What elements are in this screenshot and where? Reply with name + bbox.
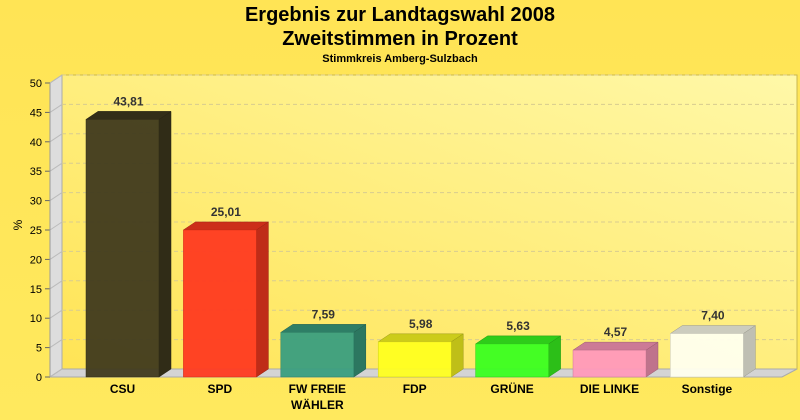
bar-top xyxy=(85,111,172,120)
data-label: 43,81 xyxy=(113,94,143,108)
x-tick-label: SPD xyxy=(208,382,233,396)
bar-die-linke: 4,57 DIE LINKE xyxy=(572,325,659,396)
bar-top xyxy=(669,325,757,334)
bar-front xyxy=(183,229,257,378)
x-tick-label: Sonstige xyxy=(682,382,733,396)
bar-side xyxy=(353,323,367,378)
bar-side xyxy=(158,110,172,378)
gridline-diagonal xyxy=(49,162,63,172)
x-tick-label: GRÜNE xyxy=(490,381,533,396)
bar-side xyxy=(256,221,269,378)
bar-front xyxy=(475,343,549,378)
gridline-diagonal xyxy=(49,74,63,84)
bar-top xyxy=(182,221,270,231)
chart-title: Ergebnis zur Landtagswahl 2008 xyxy=(244,4,556,26)
chart-subtitle: Stimmkreis Amberg-Sulzbach xyxy=(322,53,478,65)
data-label: 5,63 xyxy=(506,319,530,333)
gridline-diagonal xyxy=(49,133,63,143)
bar-front xyxy=(85,119,160,378)
bar-top xyxy=(572,341,659,351)
x-tick-label: DIE LINKE xyxy=(580,382,639,396)
y-tick-label: 30 xyxy=(30,196,42,208)
bar-top xyxy=(377,333,465,343)
x-tick-label: WÄHLER xyxy=(291,397,344,412)
x-tick-label: FDP xyxy=(403,382,427,396)
gridline-diagonal xyxy=(49,192,63,202)
y-tick-label: 50 xyxy=(30,78,42,90)
bar-grüne: 5,63 GRÜNE xyxy=(474,319,562,396)
y-tick-label: 0 xyxy=(36,372,42,384)
data-label: 25,01 xyxy=(211,205,241,219)
bar-sonstige: 7,40 Sonstige xyxy=(669,308,757,396)
x-tick-label: CSU xyxy=(110,382,135,396)
gridline-diagonal xyxy=(49,250,63,260)
bar-fdp: 5,98 FDP xyxy=(377,317,465,396)
gridline-diagonal xyxy=(49,280,63,290)
x-tick-label: FW FREIE xyxy=(289,382,346,396)
chart-subtitle-line2: Zweitstimmen in Prozent xyxy=(282,28,518,50)
bar-csu: 43,81 CSU xyxy=(85,94,172,396)
bar-top xyxy=(279,324,367,333)
data-label: 4,57 xyxy=(604,325,628,339)
y-tick-label: 5 xyxy=(36,343,42,355)
bar-top xyxy=(474,335,562,345)
y-tick-label: 35 xyxy=(30,166,42,178)
data-label: 7,59 xyxy=(312,307,336,321)
y-tick-label: 25 xyxy=(30,225,42,237)
gridline-diagonal xyxy=(49,309,63,319)
bar-side xyxy=(743,325,756,378)
y-tick-label: 15 xyxy=(30,284,42,296)
gridline-diagonal xyxy=(49,339,63,349)
gridline-diagonal xyxy=(49,103,63,113)
bar-front xyxy=(670,333,744,378)
y-axis-label: % xyxy=(11,219,25,230)
data-label: 7,40 xyxy=(701,308,725,322)
bar-front xyxy=(572,349,647,378)
gridline-diagonal xyxy=(49,368,63,378)
bar-front xyxy=(280,332,355,378)
y-tick-label: 45 xyxy=(30,107,42,119)
y-tick-label: 20 xyxy=(30,254,42,266)
gridline-diagonal xyxy=(49,221,63,231)
y-tick-label: 40 xyxy=(30,137,42,149)
data-label: 5,98 xyxy=(409,317,433,331)
bar-front xyxy=(377,341,452,378)
bar-spd: 25,01 SPD xyxy=(182,205,270,396)
y-tick-label: 10 xyxy=(30,313,42,325)
